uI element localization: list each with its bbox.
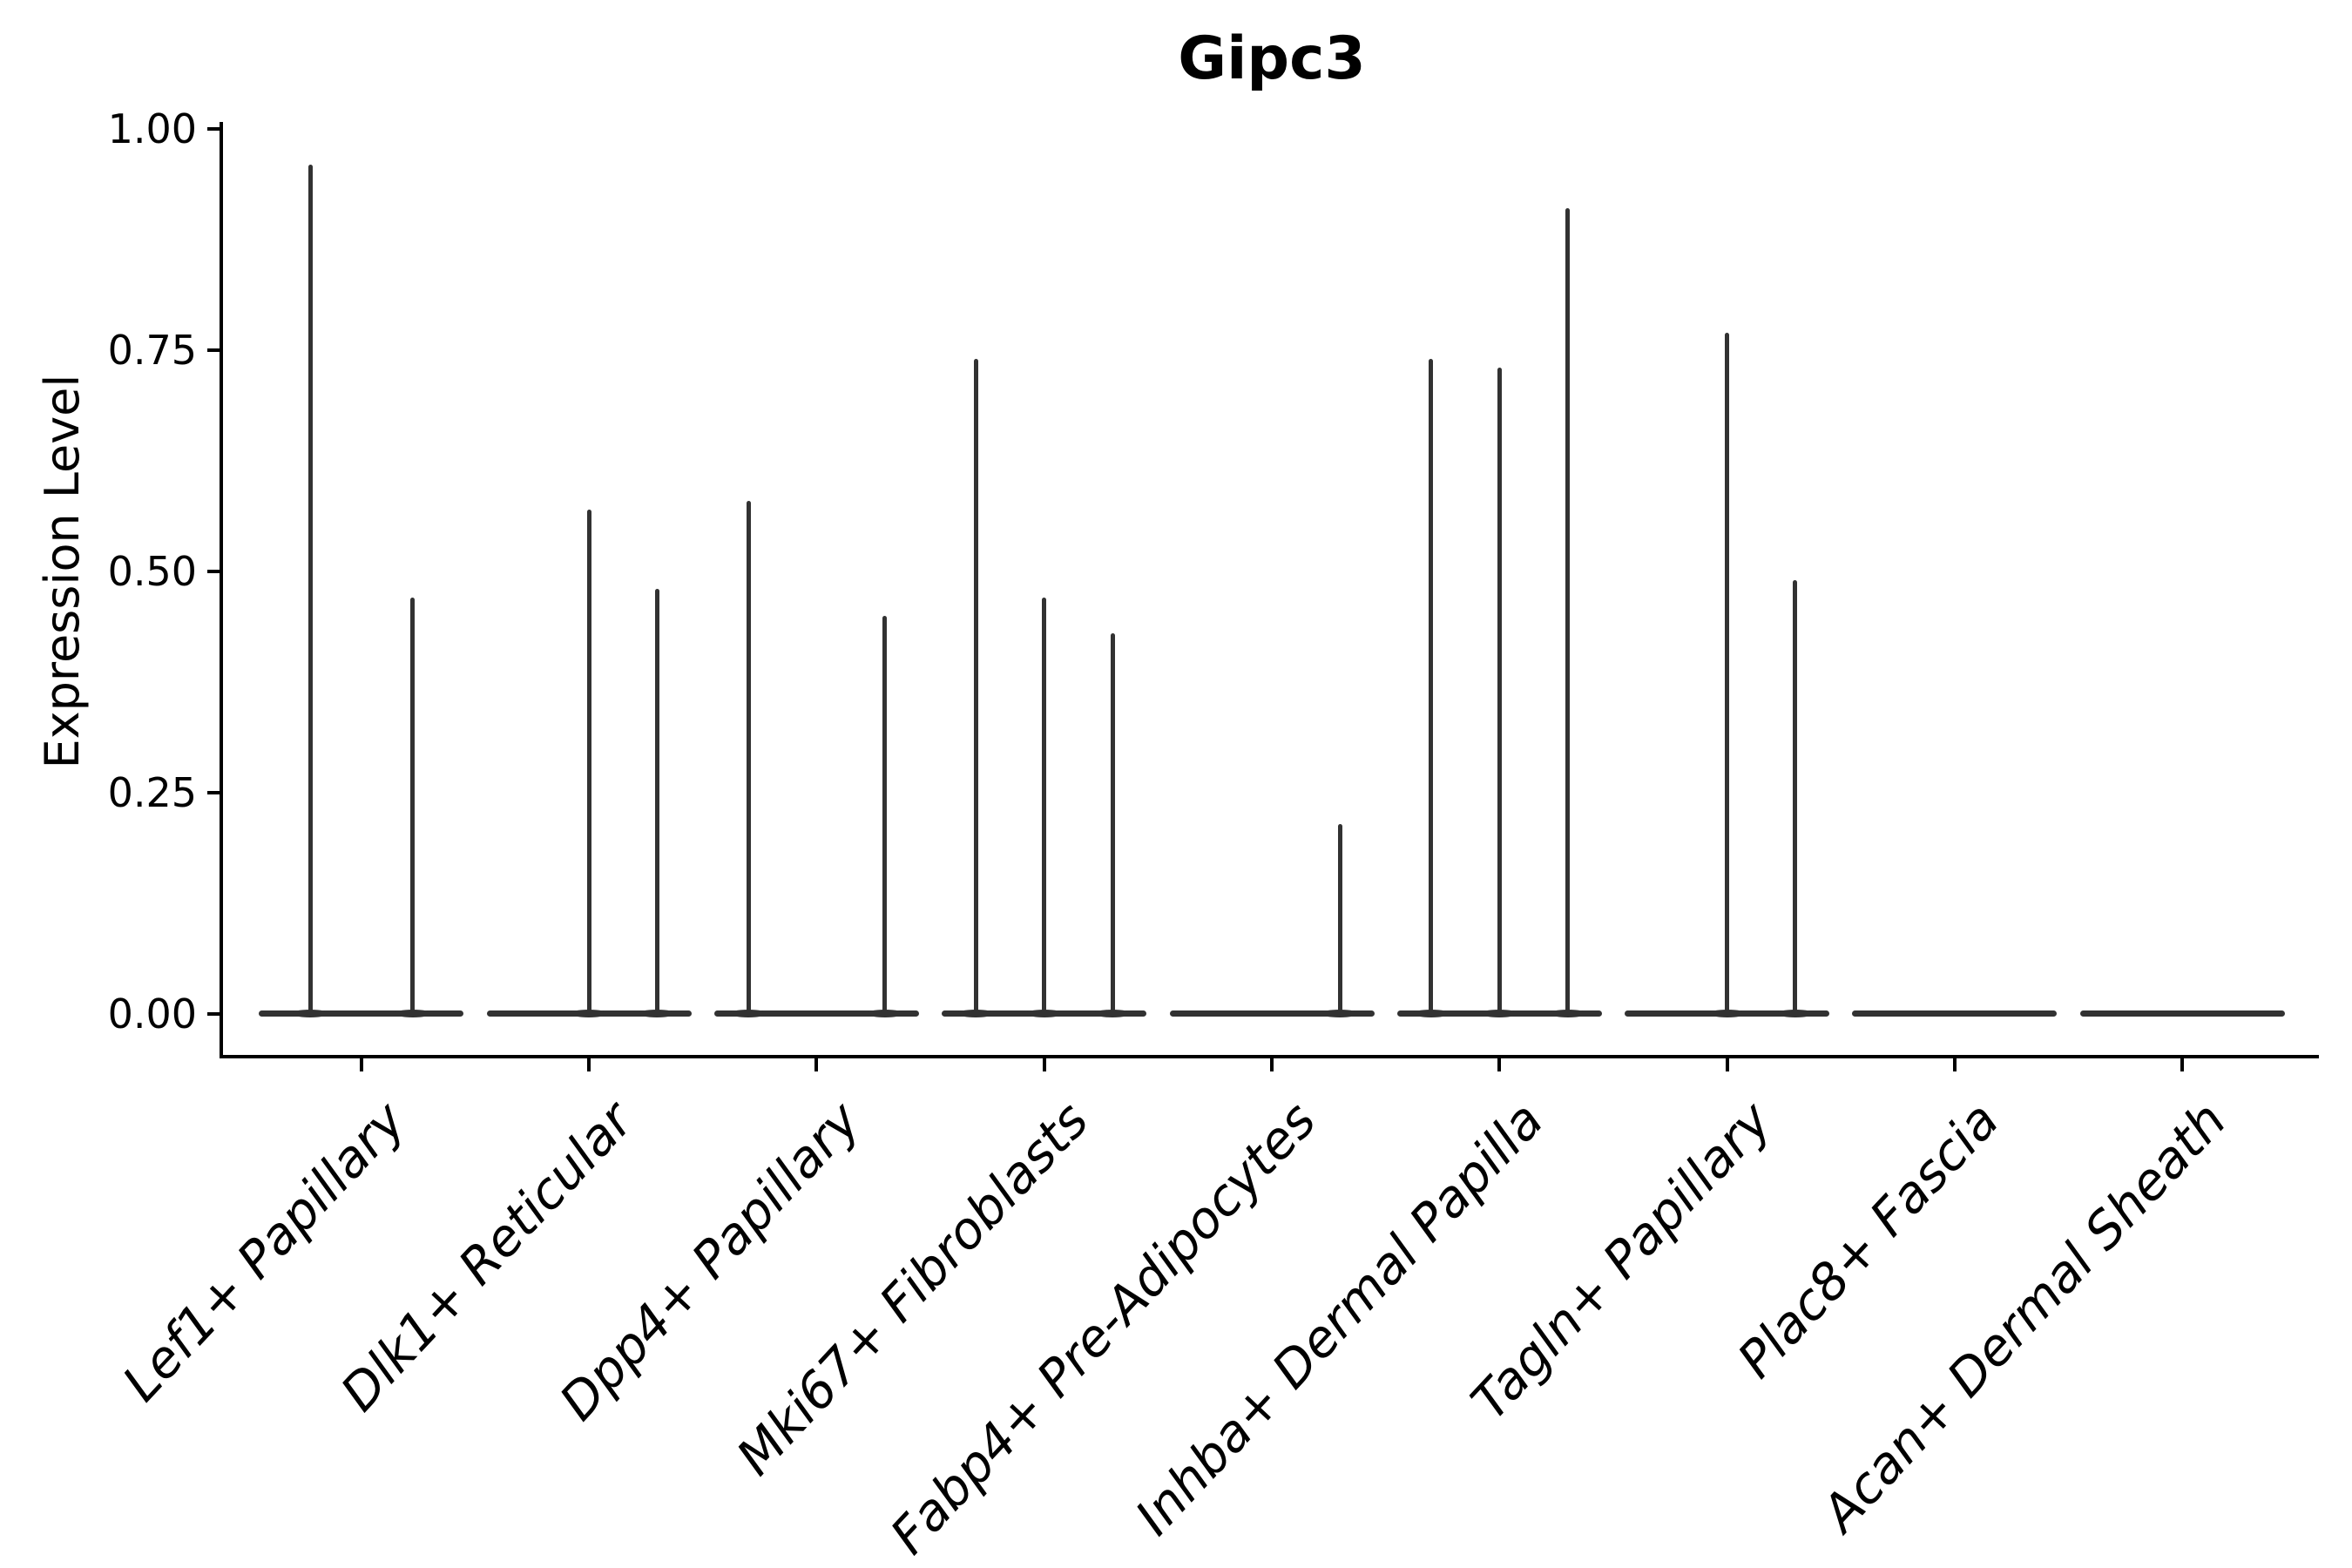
y-tick-label: 0.00 <box>107 990 197 1037</box>
y-tick <box>207 1012 220 1016</box>
violin-spike <box>654 589 659 1014</box>
violin-spike <box>1042 598 1047 1014</box>
violin-baseline <box>259 1010 464 1017</box>
violin-spike <box>586 509 591 1014</box>
x-tick <box>359 1058 363 1071</box>
x-tick <box>814 1058 819 1071</box>
x-tick <box>1725 1058 1729 1071</box>
x-tick <box>2180 1058 2185 1071</box>
violin-spike <box>1429 359 1434 1014</box>
y-tick <box>207 791 220 794</box>
y-tick-label: 1.00 <box>107 105 197 152</box>
x-tick <box>1042 1058 1046 1071</box>
violin-spike <box>973 359 978 1014</box>
violin-spike <box>308 164 313 1014</box>
violin-spike <box>1793 580 1798 1014</box>
y-tick <box>207 570 220 573</box>
y-tick <box>207 127 220 131</box>
violin-spike <box>410 598 416 1014</box>
y-tick-label: 0.25 <box>107 769 197 816</box>
x-tick <box>1497 1058 1502 1071</box>
violin-spike <box>746 500 751 1014</box>
violin-spike <box>882 615 888 1014</box>
y-tick <box>207 348 220 352</box>
x-tick <box>587 1058 591 1071</box>
violin-spike <box>1497 368 1502 1014</box>
plot-title: Gipc3 <box>1178 24 1366 93</box>
y-tick-label: 0.75 <box>107 327 197 374</box>
y-tick-label: 0.50 <box>107 548 197 595</box>
violin-spike <box>1337 823 1342 1014</box>
violin-baseline <box>713 1010 919 1017</box>
x-axis-line <box>220 1055 2319 1058</box>
violin-spike <box>1725 332 1730 1014</box>
x-tick <box>1952 1058 1957 1071</box>
y-axis-line <box>220 122 223 1058</box>
x-tick-label: Lef1+ Papillary <box>111 1090 417 1413</box>
x-tick <box>1270 1058 1274 1071</box>
violin-spike <box>1110 633 1115 1014</box>
violin-baseline <box>1852 1010 2058 1017</box>
violin-baseline <box>1169 1010 1375 1017</box>
violin-spike <box>1565 208 1571 1014</box>
violin-baseline <box>2079 1010 2285 1017</box>
